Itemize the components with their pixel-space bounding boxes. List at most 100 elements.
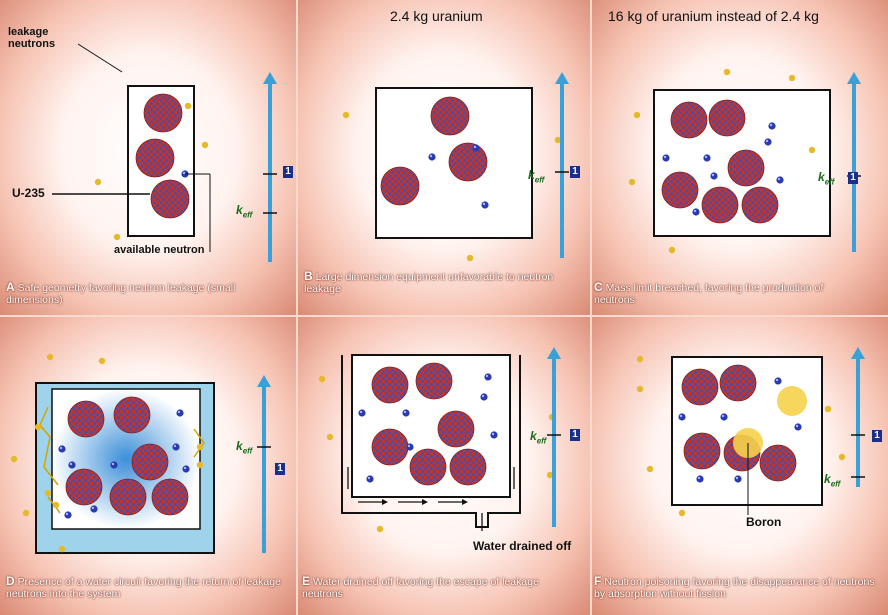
caption-e: E Water drained off favoring the escape o… [302,574,539,600]
available-neutron-highlight [473,145,477,149]
panel-a-diagram [52,43,277,262]
leakage-neutron [46,353,54,361]
available-neutron-highlight [735,476,739,480]
leakage-neutron [196,461,204,469]
uranium-nucleus [708,99,746,137]
leakage-neutron [628,178,636,186]
panel-b-title: 2.4 kg uranium [390,8,483,24]
caption-f: F Neutron poisoning favoring the disappea… [594,574,875,600]
leakage-neutron [808,146,816,154]
uranium-nucleus [683,432,721,470]
available-neutron [472,144,480,152]
available-neutron [110,461,118,469]
uranium-nucleus [151,478,189,516]
available-neutron [406,443,414,451]
panel-e-diagram [318,347,561,533]
boron-label: Boron [746,515,782,529]
panel-f-diagram [636,347,865,517]
keff-label-f: keff [824,472,841,489]
uranium-nucleus [415,362,453,400]
leakage-neutron [58,545,66,553]
available-neutron-highlight [481,394,485,398]
uranium-nucleus [409,448,447,486]
leakage-neutron [94,178,102,186]
available-neutron [774,377,782,385]
caption-a: A Safe geometry favoring neutron leakage … [6,280,236,306]
available-neutron-label: available neutron [114,244,205,256]
boron-absorber [777,386,807,416]
uranium-nucleus [681,368,719,406]
available-neutron [703,154,711,162]
available-neutron-highlight [485,374,489,378]
available-neutron [662,154,670,162]
available-neutron-highlight [91,506,95,510]
uranium-nucleus [380,166,420,206]
available-neutron-highlight [182,171,186,175]
available-neutron-highlight [482,202,486,206]
leakage-neutron [788,74,796,82]
keff-label-d: keff [236,439,253,456]
uranium-nucleus [131,443,169,481]
available-neutron-highlight [177,410,181,414]
return-path [39,406,59,486]
leakage-neutron [546,471,554,479]
panel-a: leakage neutrons U-235 available neutron… [0,0,296,315]
available-neutron-highlight [173,444,177,448]
available-neutron-highlight [697,476,701,480]
available-neutron [794,423,802,431]
available-neutron [480,393,488,401]
available-neutron [490,431,498,439]
leakage-neutron [98,357,106,365]
keff-arrow-head [547,347,561,359]
available-neutron [692,208,700,216]
available-neutron [764,138,772,146]
uranium-nucleus [759,444,797,482]
leakage-neutron [201,141,209,149]
panel-e: keff 1 Water drained off E Water drained … [298,317,590,615]
leakage-neutron [636,385,644,393]
leakage-neutron [34,423,42,431]
caption-c: C Mass limit breached, favoring the produ… [594,280,824,306]
leakage-neutron [633,111,641,119]
leakage-neutron [838,453,846,461]
leakage-neutron [184,102,192,110]
panel-d-diagram [10,353,271,554]
uranium-nucleus [135,138,175,178]
available-neutron-highlight [693,209,697,213]
available-neutron-highlight [775,378,779,382]
available-neutron-highlight [111,462,115,466]
keff-arrow-head [263,72,277,84]
panel-c-title: 16 kg of uranium instead of 2.4 kg [608,8,819,24]
panel-c-diagram [628,68,861,254]
keff-arrow-head [851,347,865,359]
leakage-neutron [318,375,326,383]
available-neutron [768,122,776,130]
panel-b: 2.4 kg uranium keff 1 B Large dimension e… [298,0,590,315]
uranium-nucleus [109,478,147,516]
keff-one-marker-f: 1 [872,430,882,442]
available-neutron-highlight [429,154,433,158]
available-neutron-highlight [183,466,187,470]
available-neutron-highlight [711,173,715,177]
leakage-neutron [22,509,30,517]
available-neutron-highlight [795,424,799,428]
available-neutron-highlight [765,139,769,143]
uranium-nucleus [437,410,475,448]
uranium-nucleus [67,400,105,438]
available-neutron [64,511,72,519]
uranium-nucleus [371,366,409,404]
panel-b-diagram [342,72,569,262]
keff-one-marker-e: 1 [570,429,580,441]
leakage-neutron [326,433,334,441]
available-neutron [90,505,98,513]
leakage-neutron [646,465,654,473]
uranium-nucleus [143,93,183,133]
available-neutron [720,413,728,421]
drain-flow-arrowhead [382,499,388,505]
keff-one-marker-d: 1 [275,463,285,475]
caption-d: D Presence of a water circuit favoring th… [6,574,281,600]
available-neutron [366,475,374,483]
leakage-neutron [196,443,204,451]
leakage-neutron [824,405,832,413]
available-neutron-highlight [769,123,773,127]
